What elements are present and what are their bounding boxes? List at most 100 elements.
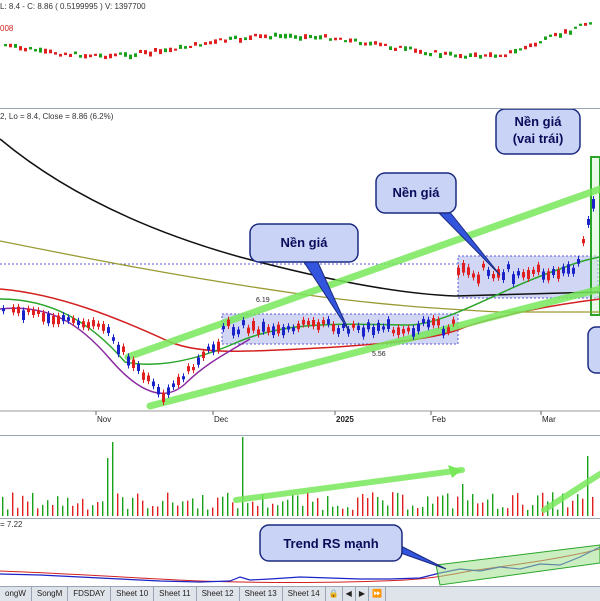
volume-bar [347, 507, 349, 516]
ma-black-line [0, 138, 600, 297]
rs-candle [259, 34, 262, 39]
volume-bar [382, 500, 384, 516]
price-candle [397, 327, 400, 335]
price-candle [332, 324, 335, 332]
rs-candle [384, 43, 387, 46]
rs-candle [489, 52, 492, 58]
price-candle [82, 321, 85, 328]
volume-bar [107, 458, 109, 516]
price-candle [352, 323, 355, 328]
volume-bar [167, 492, 169, 516]
price-candle [127, 356, 130, 366]
rs-candle [344, 40, 347, 43]
callout-label: Nền giá [393, 185, 441, 200]
sheet-tab[interactable]: Sheet 11 [154, 587, 197, 601]
price-candle [417, 323, 420, 332]
volume-bar [387, 505, 389, 516]
volume-bar [372, 492, 374, 516]
scroll-left-icon[interactable]: ◀ [343, 587, 356, 601]
volume-bar [32, 492, 34, 516]
base-box-3 [590, 156, 600, 316]
price-candle [432, 318, 435, 326]
pane-separator[interactable] [0, 435, 600, 436]
x-tick-label: Dec [214, 415, 228, 424]
volume-bar [247, 503, 249, 516]
volume-bar [7, 509, 9, 516]
rs-candle [354, 38, 357, 42]
price-candle [572, 267, 575, 274]
sheet-tab[interactable]: Sheet 14 [283, 587, 326, 601]
callout-base-1[interactable]: Nền giá [249, 223, 359, 332]
price-candle [407, 327, 410, 332]
price-candle [232, 327, 235, 336]
volume-bar [102, 501, 104, 516]
volume-bar [302, 505, 304, 516]
volume-bar [127, 508, 129, 516]
rs-candle [579, 23, 582, 26]
volume-pane [0, 436, 600, 518]
rs-candle [264, 34, 267, 39]
rs-candle [269, 36, 272, 40]
volume-bar [362, 494, 364, 516]
price-candle [357, 325, 360, 330]
price-candle [537, 264, 540, 273]
price-candle [312, 320, 315, 327]
scroll-end-icon[interactable]: ⏩ [369, 587, 386, 601]
price-candle [492, 274, 495, 279]
volume-bar [72, 505, 74, 516]
rs-candle [574, 26, 577, 29]
volume-bar [317, 498, 319, 516]
sheet-tab[interactable]: Sheet 10 [111, 587, 155, 601]
price-candle [282, 327, 285, 336]
volume-bar [322, 509, 324, 516]
volume-bar [207, 509, 209, 516]
rs-candle [9, 43, 12, 48]
volume-bar [122, 497, 124, 516]
volume-bar [557, 509, 559, 516]
price-candle [87, 322, 90, 328]
price-candle [527, 270, 530, 279]
rs-candle [284, 33, 287, 39]
rs-candle [374, 41, 377, 45]
rs-candle [219, 38, 222, 41]
price-candle [122, 346, 125, 353]
callout-base-2[interactable]: Nền giá [375, 172, 501, 276]
x-axis: Nov Dec 2025 Feb Mar [95, 411, 556, 424]
price-candle [272, 326, 275, 336]
sheet-tab[interactable]: FDSDAY [68, 587, 112, 601]
x-tick-label: Mar [542, 415, 556, 424]
rs-candle [529, 43, 532, 48]
rs-candle [234, 35, 237, 40]
sheet-tab[interactable]: SongM [32, 587, 69, 601]
price-candle [457, 267, 460, 275]
rs-candle [134, 53, 137, 57]
rs-candle [409, 46, 412, 50]
volume-bar [562, 493, 564, 516]
rs-candle [359, 42, 362, 46]
scroll-right-icon[interactable]: ▶ [356, 587, 369, 601]
sheet-tab[interactable]: ongW [0, 587, 32, 601]
rs-candle [464, 55, 467, 59]
rs-candle [189, 45, 192, 48]
rs-candle [129, 54, 132, 60]
callout-base-3[interactable]: Nền giá (vai trái) [495, 109, 581, 155]
rs-candle [379, 42, 382, 47]
price-candle [502, 272, 505, 280]
pane-separator[interactable] [0, 518, 600, 519]
price-candle [262, 321, 265, 332]
rs-candle [399, 45, 402, 48]
volume-bar [577, 494, 579, 516]
rs-candle-pane: L: 8.4 - C: 8.86 ( 0.5199995 ) V: 139770… [0, 0, 600, 108]
pane-separator[interactable] [0, 108, 600, 109]
price-candle [257, 329, 260, 335]
sheet-tab[interactable]: Sheet 12 [197, 587, 240, 601]
callout-rs-trend[interactable]: Trend RS mạnh [259, 524, 447, 570]
lock-icon[interactable]: 🔒 [326, 587, 343, 601]
rs-candle [139, 49, 142, 53]
volume-bar [312, 501, 314, 516]
volume-bar [37, 508, 39, 516]
volume-bar [412, 505, 414, 516]
rs-candle [514, 49, 517, 54]
sheet-tab[interactable]: Sheet 13 [240, 587, 283, 601]
rs-candle [439, 53, 442, 58]
